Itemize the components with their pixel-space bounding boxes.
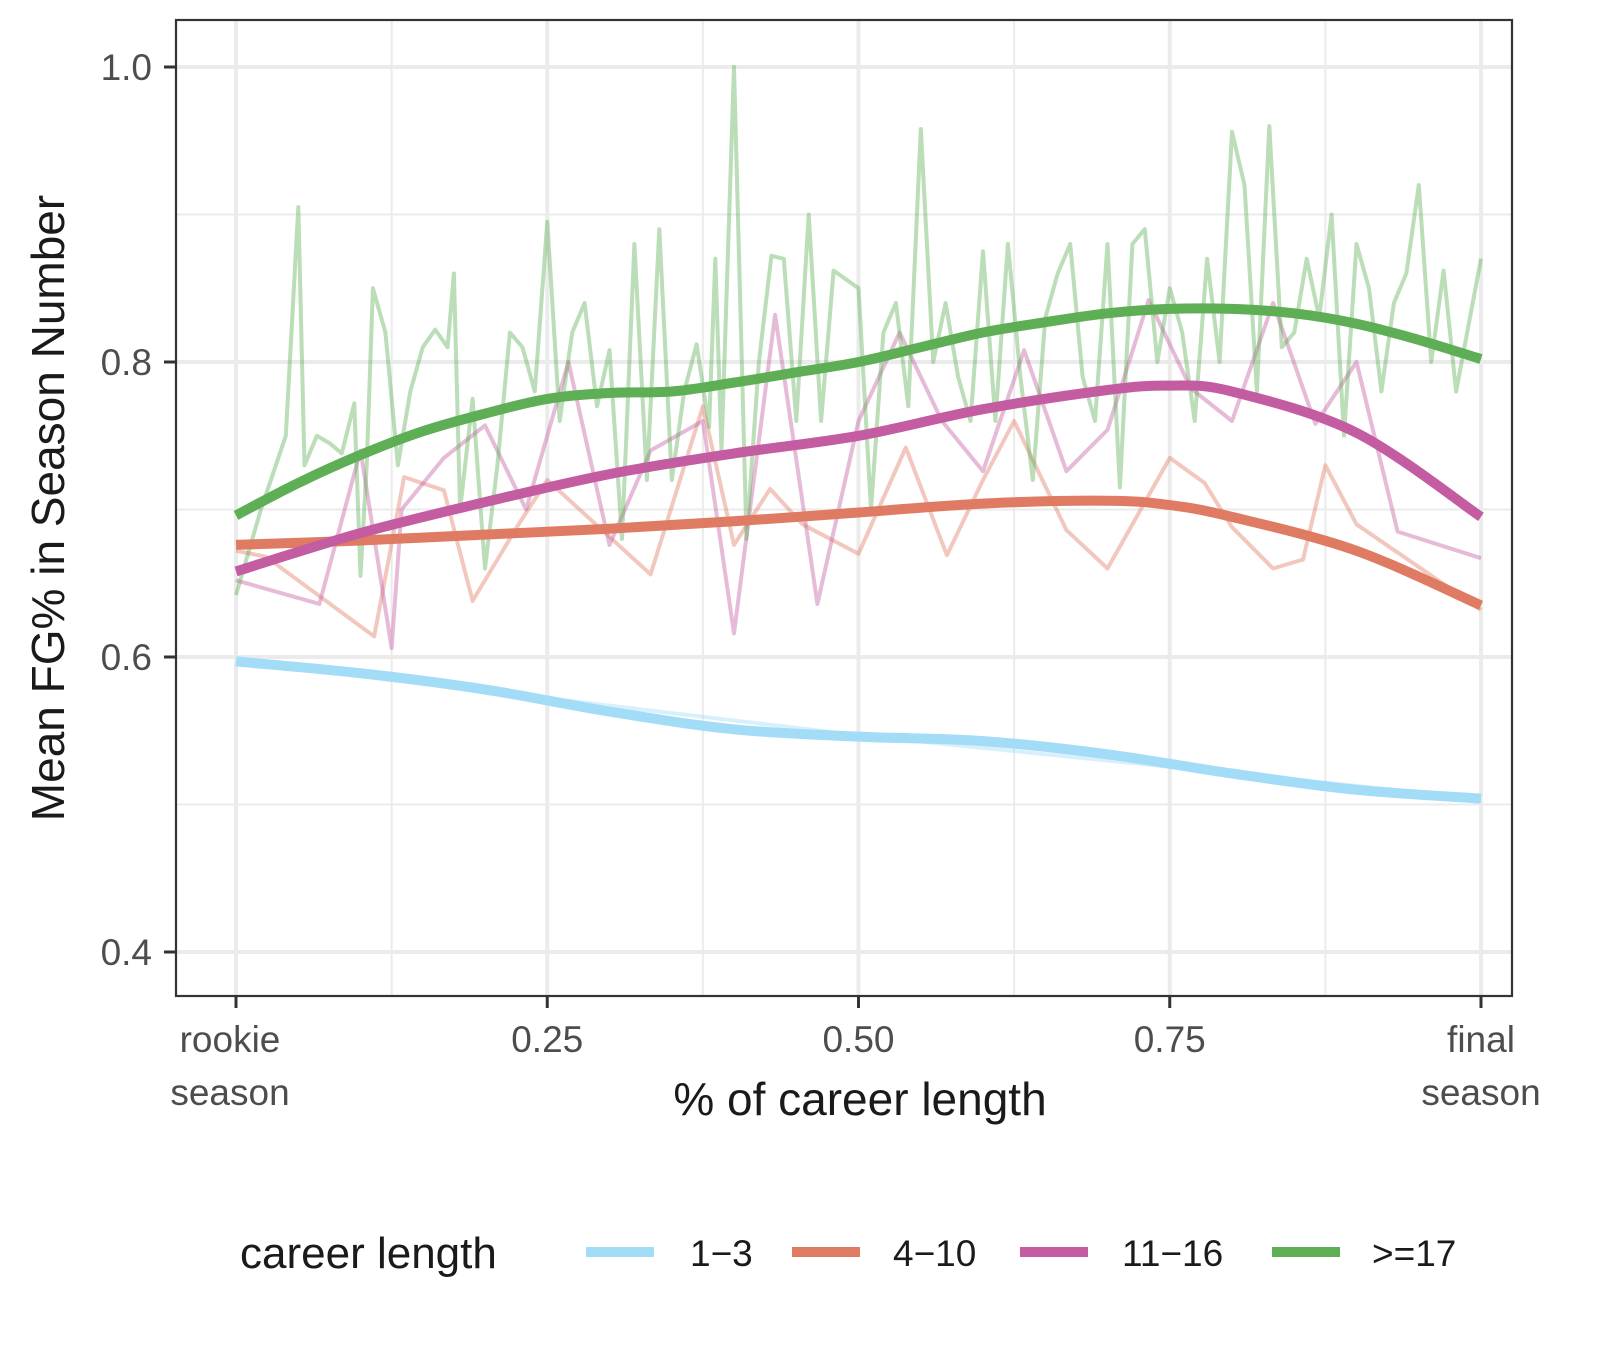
- x-tick-label: 0.50: [822, 1019, 894, 1060]
- x-tick-label: final: [1447, 1019, 1515, 1060]
- x-tick-label: 0.75: [1134, 1019, 1206, 1060]
- series--17-raw-line: [234, 65, 1483, 596]
- plot-panel-border: [174, 18, 1514, 998]
- legend-label: >=17: [1372, 1233, 1456, 1274]
- series--17-trend-line: [233, 303, 1483, 520]
- y-axis: 0.4 0.6 0.8 1.0: [101, 47, 176, 973]
- series-4-10-raw-line: [235, 404, 1483, 639]
- y-tick-label: 1.0: [101, 47, 152, 88]
- series-1-3-trend-line: [235, 656, 1482, 804]
- y-tick-label: 0.8: [101, 342, 152, 383]
- legend: career length 1−3 4−10 11−16 >=17: [240, 1229, 1456, 1278]
- legend-items: 1−3 4−10 11−16 >=17: [586, 1233, 1456, 1274]
- x-tick-label: rookie: [180, 1019, 281, 1060]
- major-gridlines: [176, 20, 1512, 996]
- y-axis-title: Mean FG% in Season Number: [22, 195, 74, 821]
- smoothed-trend-lines: [233, 303, 1484, 804]
- legend-item-1-3: 1−3: [586, 1233, 753, 1274]
- series-11-16-trend-line: [234, 380, 1484, 577]
- y-tick-label: 0.6: [101, 637, 152, 678]
- x-tick-label: season: [170, 1072, 289, 1113]
- legend-item--17: >=17: [1272, 1233, 1456, 1274]
- legend-title: career length: [240, 1229, 497, 1278]
- legend-label: 11−16: [1122, 1233, 1223, 1274]
- x-tick-label: season: [1421, 1072, 1540, 1113]
- legend-label: 4−10: [893, 1233, 976, 1274]
- series-4-10-trend-line: [235, 495, 1484, 610]
- y-tick-label: 0.4: [101, 932, 152, 973]
- legend-item-4-10: 4−10: [792, 1233, 976, 1274]
- legend-item-11-16: 11−16: [1020, 1233, 1223, 1274]
- x-axis-title: % of career length: [673, 1073, 1046, 1125]
- legend-label: 1−3: [690, 1233, 753, 1274]
- x-tick-label: 0.25: [511, 1019, 583, 1060]
- x-axis: rookie season 0.25 0.50 0.75 final season: [170, 996, 1541, 1113]
